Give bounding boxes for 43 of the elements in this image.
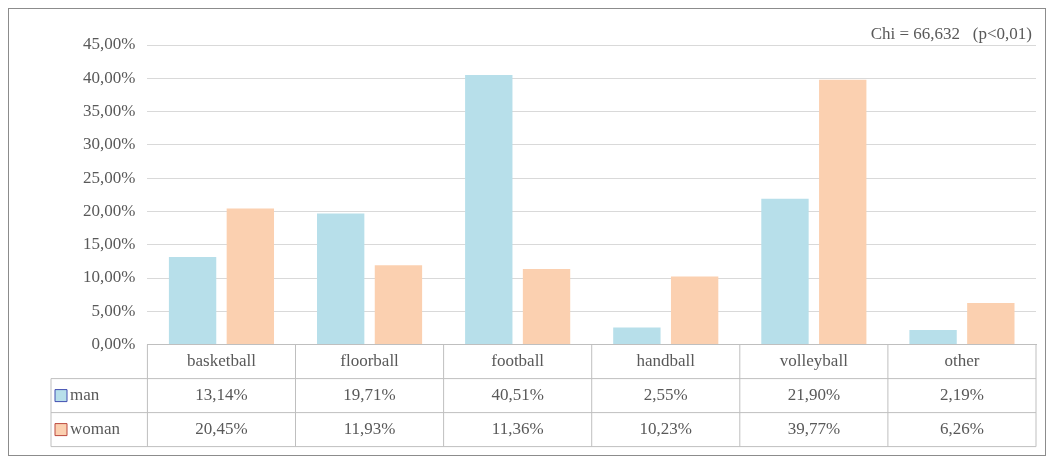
data-label: 11,36% <box>491 419 544 439</box>
bar <box>967 302 1015 345</box>
y-tick-label: 35,00% <box>82 101 136 121</box>
bar <box>819 79 867 345</box>
bar <box>374 265 423 345</box>
data-label: 40,51% <box>491 385 544 405</box>
y-tick-label: 30,00% <box>82 134 136 154</box>
bar <box>317 213 365 345</box>
x-tick-label: handball <box>636 351 696 371</box>
data-label: 20,45% <box>195 419 248 439</box>
y-tick-label: 25,00% <box>82 167 136 187</box>
data-label: 19,71% <box>343 385 396 405</box>
bar <box>522 268 571 345</box>
data-label: 21,90% <box>787 385 841 405</box>
y-tick-label: 15,00% <box>82 234 136 254</box>
data-label: 10,23% <box>639 419 692 439</box>
bar <box>465 74 513 345</box>
data-label: 13,14% <box>195 385 248 405</box>
legend-label: man <box>70 385 100 405</box>
bar <box>909 330 957 345</box>
text: Chi = 66,632 (p<0,01) <box>870 23 1032 43</box>
data-label: 39,77% <box>787 419 841 439</box>
y-tick-label: 0,00% <box>91 334 136 354</box>
x-tick-label: other <box>944 351 980 371</box>
x-tick-label: basketball <box>187 351 257 371</box>
legend-label: woman <box>70 419 121 439</box>
y-tick-label: 20,00% <box>82 200 136 220</box>
data-label: 11,93% <box>343 419 396 439</box>
data-label: 2,19% <box>939 385 984 405</box>
bar <box>168 257 217 345</box>
y-tick-label: 40,00% <box>82 67 136 87</box>
bar <box>670 276 719 345</box>
data-label: 2,55% <box>643 385 688 405</box>
bar <box>761 198 809 345</box>
x-tick-label: volleyball <box>779 351 849 371</box>
y-tick-label: 5,00% <box>91 300 136 320</box>
bar <box>613 327 661 345</box>
data-label: 6,26% <box>939 419 984 439</box>
y-tick-label: 10,00% <box>82 267 136 287</box>
y-tick-label: 45,00% <box>82 34 136 54</box>
x-tick-label: floorball <box>340 351 400 371</box>
x-tick-label: football <box>491 351 545 371</box>
bar <box>226 208 275 345</box>
